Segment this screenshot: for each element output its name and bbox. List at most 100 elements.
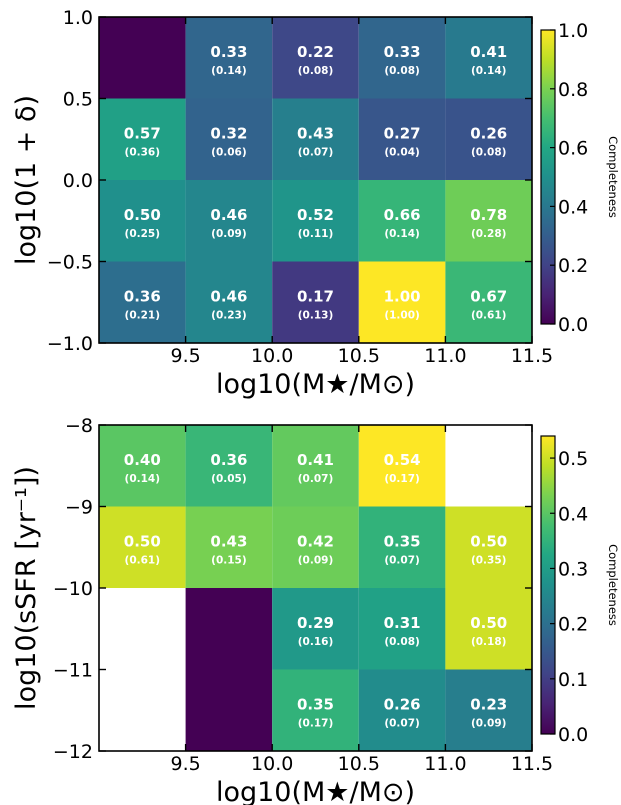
panel-1: 0.33 (0.14) 0.22 (0.08) 0.33 (0.08) 0.41 (0.14)…	[11, 7, 620, 400]
cell-value-label: 0.50	[124, 206, 161, 224]
heatmap-cell	[185, 669, 273, 751]
colorbar-tick-label: 0.4	[558, 503, 588, 525]
colorbar-label: Completeness	[606, 136, 620, 218]
colorbar-tick-label: 0.8	[558, 79, 588, 101]
cell-error-label: (0.09)	[298, 554, 334, 566]
cell-value-label: 0.41	[470, 43, 507, 61]
cell-error-label: (0.36)	[125, 146, 161, 158]
cell-error-label: (0.61)	[471, 309, 507, 321]
y-tick-label: 1.0	[63, 7, 93, 29]
x-tick-label: 9.5	[170, 345, 200, 367]
cell-error-label: (0.14)	[211, 65, 247, 77]
cell-error-label: (0.18)	[471, 636, 507, 648]
y-tick-label: −12	[53, 741, 93, 763]
heatmap-cell	[445, 180, 532, 262]
heatmap-cell	[99, 506, 186, 588]
cell-error-label: (0.04)	[384, 146, 420, 158]
cell-error-label: (0.13)	[298, 309, 334, 321]
x-tick-label: 9.5	[170, 753, 200, 775]
cell-error-label: (0.09)	[211, 228, 247, 240]
cell-error-label: (0.25)	[125, 228, 161, 240]
heatmap-cell	[99, 425, 186, 507]
heatmap-cell	[445, 261, 532, 343]
heatmap-cell	[358, 261, 446, 343]
heatmap-cell	[99, 17, 186, 99]
cell-error-label: (0.08)	[384, 636, 420, 648]
heatmap-cell	[445, 506, 532, 588]
cell-error-label: (0.11)	[298, 228, 334, 240]
y-tick-label: −10	[53, 578, 93, 600]
cell-error-label: (0.08)	[471, 146, 507, 158]
heatmap-cell	[358, 588, 446, 670]
colorbar-tick-label: 0.4	[558, 196, 588, 218]
cell-value-label: 0.32	[210, 124, 247, 142]
cell-error-label: (0.07)	[384, 717, 420, 729]
colorbar-tick-label: 0.1	[558, 669, 588, 691]
cell-value-label: 0.35	[384, 532, 421, 550]
heatmap-cell	[185, 17, 273, 99]
cell-error-label: (0.14)	[471, 65, 507, 77]
cell-value-label: 0.33	[384, 43, 421, 61]
cell-value-label: 0.54	[384, 451, 421, 469]
cell-value-label: 0.31	[384, 614, 421, 632]
heatmap-cell	[272, 98, 359, 180]
x-axis-label: log10(M★/M⊙)	[216, 777, 415, 805]
colorbar-tick-label: 1.0	[558, 20, 588, 42]
cell-value-label: 0.50	[470, 532, 507, 550]
colorbar-label: Completeness	[606, 544, 620, 626]
heatmap-cell	[445, 98, 532, 180]
heatmap-cell	[185, 588, 273, 670]
cell-value-label: 0.43	[210, 532, 247, 550]
heatmap-cell	[185, 506, 273, 588]
cell-value-label: 0.27	[384, 124, 421, 142]
cell-error-label: (0.08)	[384, 65, 420, 77]
x-tick-label: 11.5	[511, 345, 553, 367]
cell-value-label: 0.50	[470, 614, 507, 632]
cell-value-label: 1.00	[384, 287, 421, 305]
cell-error-label: (0.35)	[471, 554, 507, 566]
cell-error-label: (0.06)	[211, 146, 247, 158]
cell-error-label: (0.07)	[298, 146, 334, 158]
heatmap-cell	[272, 425, 359, 507]
cell-value-label: 0.40	[124, 451, 161, 469]
heatmap-cell	[445, 588, 532, 670]
cell-error-label: (0.28)	[471, 228, 507, 240]
heatmap-cell	[99, 180, 186, 262]
cell-error-label: (0.61)	[125, 554, 161, 566]
colorbar-tick-label: 0.0	[558, 314, 588, 336]
cell-error-label: (0.21)	[125, 309, 161, 321]
heatmap-cell	[358, 425, 446, 507]
colorbar	[540, 29, 556, 325]
heatmap-cell	[185, 425, 273, 507]
cell-value-label: 0.66	[384, 206, 421, 224]
x-tick-label: 10.0	[251, 345, 293, 367]
cell-value-label: 0.43	[297, 124, 334, 142]
y-tick-label: −1.0	[47, 333, 93, 355]
panel-2: 0.40 (0.14) 0.36 (0.05) 0.41 (0.07) 0.54 (0.17)…	[11, 415, 620, 805]
heatmap-cell	[185, 261, 273, 343]
cell-error-label: (0.07)	[298, 473, 334, 485]
cell-value-label: 0.22	[297, 43, 334, 61]
heatmap-cell	[445, 17, 532, 99]
x-tick-label: 11.5	[511, 753, 553, 775]
cell-error-label: (0.07)	[384, 554, 420, 566]
y-axis-label: log10(1 + δ)	[11, 95, 42, 265]
y-tick-label: −0.5	[47, 252, 93, 274]
cell-error-label: (0.17)	[384, 473, 420, 485]
cell-error-label: (0.23)	[211, 309, 247, 321]
cell-value-label: 0.29	[297, 614, 334, 632]
x-tick-label: 10.5	[338, 753, 380, 775]
cell-error-label: (0.14)	[384, 228, 420, 240]
y-tick-label: 0.5	[63, 89, 93, 111]
x-tick-label: 10.0	[251, 753, 293, 775]
cell-error-label: (1.00)	[384, 309, 420, 321]
cell-error-label: (0.16)	[298, 636, 334, 648]
colorbar-tick-label: 0.3	[558, 558, 588, 580]
heatmap-cell	[272, 261, 359, 343]
y-tick-label: −9	[65, 497, 93, 519]
heatmap-cell	[358, 506, 446, 588]
heatmap-cell	[358, 669, 446, 751]
heatmap-cell	[185, 98, 273, 180]
cell-value-label: 0.46	[210, 206, 247, 224]
